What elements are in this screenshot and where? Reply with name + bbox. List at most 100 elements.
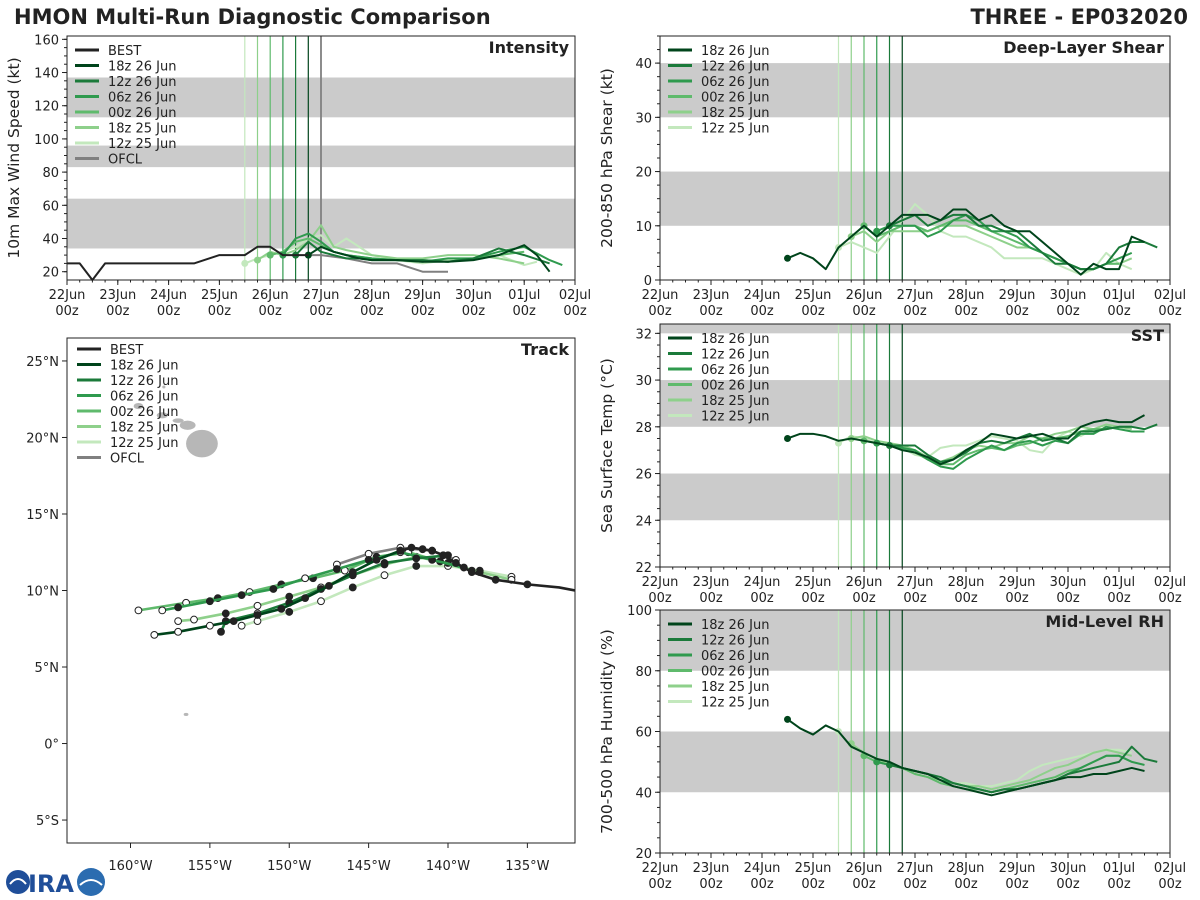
legend-label: 12z 26 Jun <box>701 634 770 649</box>
x-tick-label: 27Jun <box>897 861 934 876</box>
y-tick-label: 0° <box>44 738 59 753</box>
x-tick-label: 00z <box>750 304 774 319</box>
track-point <box>217 627 225 636</box>
x-tick-label: 00z <box>954 304 978 319</box>
x-tick-label: 24Jun <box>744 861 781 876</box>
x-tick-label: 02Jul <box>1154 575 1186 590</box>
x-tick-label: 30Jun <box>1050 288 1087 303</box>
island-shape <box>156 412 168 419</box>
x-tick-label: 30Jun <box>1050 575 1087 590</box>
track-point <box>277 604 286 613</box>
track-06z-26-jun <box>158 548 468 615</box>
x-tick-label: 00z <box>1056 877 1080 892</box>
y-tick-label: 22 <box>635 561 652 576</box>
panel-sst: 22242628303222Jun00z23Jun00z24Jun00z25Ju… <box>598 323 1186 606</box>
y-tick-label: 10 <box>635 220 652 235</box>
legend-label: 18z 25 Jun <box>701 106 770 121</box>
legend-label: 18z 25 Jun <box>701 680 770 695</box>
legend-label: 18z 25 Jun <box>108 122 177 137</box>
x-tick-label: 00z <box>208 304 232 319</box>
legend-label: 00z 26 Jun <box>701 665 770 680</box>
legend-label: 12z 25 Jun <box>701 696 770 711</box>
x-tick-label: 30Jun <box>1050 861 1087 876</box>
series-18z-25-jun <box>256 224 525 265</box>
threshold-band <box>660 731 1170 793</box>
track-point <box>412 562 421 570</box>
y-tick-label: 30 <box>635 111 652 126</box>
island-shape <box>186 429 218 458</box>
island-shape <box>183 712 189 716</box>
legend-label: 12z 26 Jun <box>701 348 770 363</box>
x-tick-label: 29Jun <box>999 288 1036 303</box>
x-tick-label: 00z <box>903 591 927 606</box>
y-axis-label: 700-500 hPa Humidity (%) <box>598 629 616 834</box>
track-point <box>452 559 460 567</box>
track-point <box>407 543 416 552</box>
track-point <box>205 597 214 606</box>
track-point <box>237 591 246 599</box>
x-tick-label: 01Jul <box>1103 288 1135 303</box>
x-tick-label: 00z <box>360 304 384 319</box>
x-tick-label: 01Jul <box>1103 575 1135 590</box>
panel-intensity: 2040608010012014016022Jun00z23Jun00z24Ju… <box>5 33 591 319</box>
x-tick-label: 00z <box>462 304 486 319</box>
y-tick-label: 5°S <box>36 814 59 829</box>
y-tick-label: 30 <box>635 374 652 389</box>
x-tick-label: 160°W <box>108 859 152 874</box>
x-tick-label: 26Jun <box>846 288 883 303</box>
track-point <box>348 568 357 577</box>
track-point <box>174 627 183 636</box>
x-tick-label: 00z <box>309 304 333 319</box>
x-tick-label: 00z <box>1107 591 1131 606</box>
track-point <box>150 630 159 639</box>
track-map <box>133 385 575 716</box>
y-tick-label: 0 <box>644 274 652 289</box>
legend-label: 00z 26 Jun <box>108 106 177 121</box>
track-point <box>412 554 421 563</box>
panel-shear: 01020304022Jun00z23Jun00z24Jun00z25Jun00… <box>598 35 1186 319</box>
init-point <box>784 254 791 262</box>
x-tick-label: 00z <box>801 591 825 606</box>
island-shape <box>172 418 184 423</box>
x-tick-label: 23Jun <box>693 288 730 303</box>
storm-title: THREE - EP032020 <box>970 5 1188 29</box>
island-shape <box>133 403 144 410</box>
legend-label: 12z 25 Jun <box>108 137 177 152</box>
track-point <box>418 545 427 554</box>
x-tick-label: 23Jun <box>693 861 730 876</box>
legend-label: OFCL <box>108 153 143 168</box>
legend-label: 12z 25 Jun <box>110 436 179 451</box>
legend-label: 00z 26 Jun <box>110 405 179 420</box>
legend-label: 18z 26 Jun <box>108 60 177 75</box>
x-tick-label: 28Jun <box>948 288 985 303</box>
y-tick-label: 10°N <box>26 585 59 600</box>
track-point <box>301 594 310 603</box>
legend-label: 12z 25 Jun <box>701 410 770 425</box>
track-point <box>221 609 230 618</box>
legend-label: 18z 25 Jun <box>110 421 179 436</box>
x-tick-label: 27Jun <box>897 288 934 303</box>
x-tick-label: 26Jun <box>846 861 883 876</box>
series-12z-26-jun <box>889 423 1158 463</box>
x-tick-label: 00z <box>1158 304 1182 319</box>
track-point <box>380 571 389 580</box>
x-tick-label: 26Jun <box>252 288 289 303</box>
init-point <box>873 227 881 235</box>
x-tick-label: 00z <box>157 304 181 319</box>
track-point <box>348 583 357 592</box>
init-point <box>784 715 791 723</box>
series-ofcl <box>308 254 448 273</box>
y-tick-label: 80 <box>42 166 59 181</box>
panel-track: 160°W 155°W 150°W 145°W 140°W 135°W 5°S 0° 5°N 10… <box>26 337 576 874</box>
init-point <box>241 259 249 267</box>
x-tick-label: 00z <box>648 591 672 606</box>
track-point <box>269 585 278 593</box>
x-tick-label: 145°W <box>347 859 391 874</box>
x-tick-label: 28Jun <box>948 575 985 590</box>
x-tick-label: 00z <box>1056 304 1080 319</box>
track-point <box>285 608 294 616</box>
y-tick-label: 60 <box>635 726 652 741</box>
track-best <box>396 543 575 592</box>
